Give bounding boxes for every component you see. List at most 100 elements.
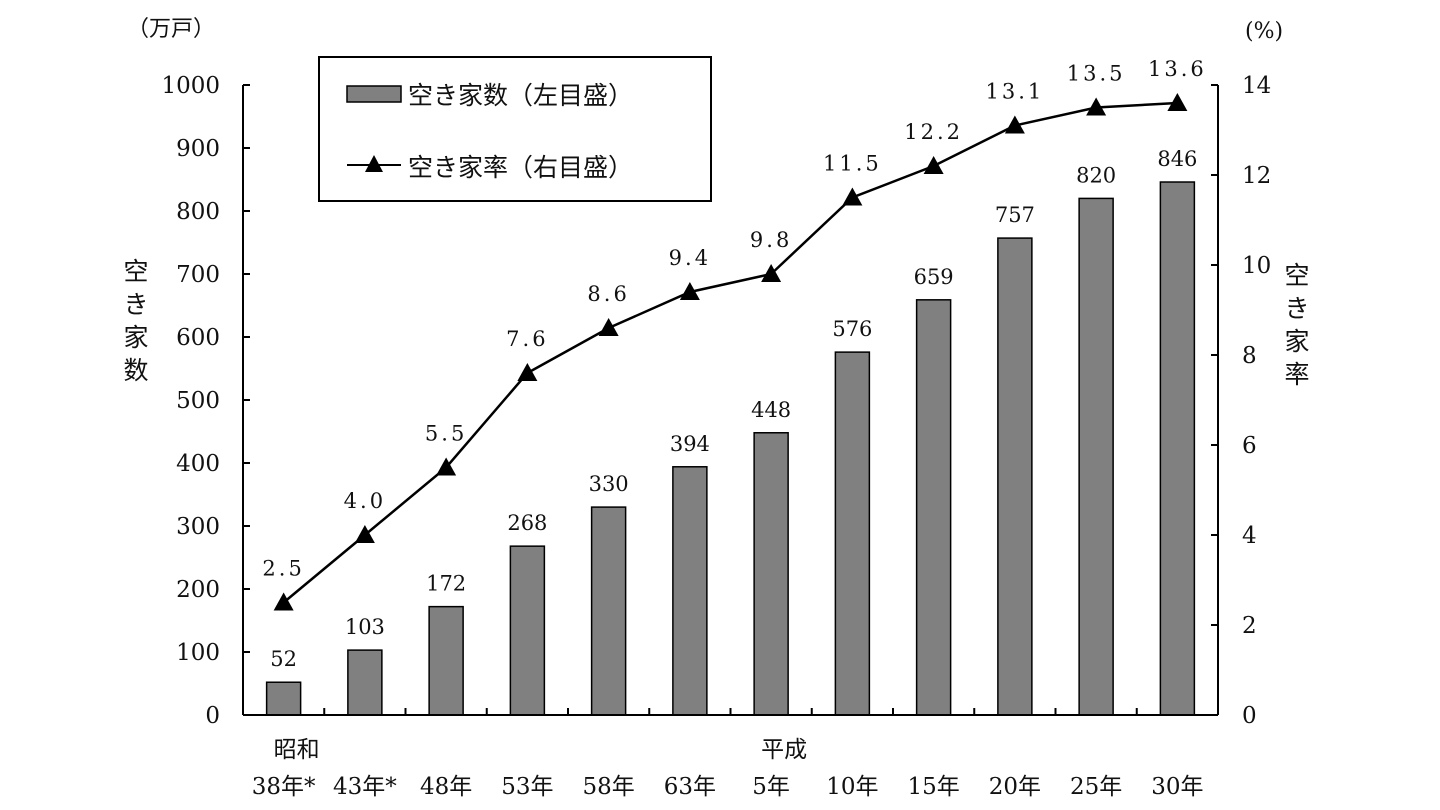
right-axis-tick-label: 2 — [1242, 613, 1257, 639]
left-axis-unit: （万戸） — [127, 17, 215, 42]
bar — [265, 681, 302, 716]
bar — [1159, 181, 1196, 716]
right-axis-unit: (%) — [1245, 19, 1283, 44]
triangle-marker-icon — [923, 156, 944, 174]
left-axis-tick-label: 200 — [176, 577, 220, 603]
x-axis-category-label: 48年 — [420, 774, 472, 800]
left-axis-tick-label: 800 — [176, 199, 220, 225]
right-axis-tick-label: 8 — [1242, 343, 1257, 369]
bar-value-label: 103 — [345, 615, 385, 639]
bar-value-label: 659 — [914, 265, 954, 289]
triangle-marker-icon — [517, 363, 538, 381]
left-axis-tick-label: 700 — [176, 262, 220, 288]
bar-value-label: 268 — [507, 511, 547, 535]
line-series-vacancy-rate: 2.5 4.0 5.5 7.6 8.6 9.4 9.8 11.5 12.2 13.1 13.5 13.… — [262, 57, 1207, 611]
triangle-marker-icon — [679, 282, 700, 300]
right-axis-title-char: き — [1284, 294, 1309, 323]
legend-box — [318, 56, 712, 202]
left-axis-title-char: き — [123, 290, 148, 319]
bar-value-label: 846 — [1157, 147, 1197, 171]
x-axis-category-label: 20年 — [989, 774, 1041, 800]
bar-value-label: 394 — [670, 432, 710, 456]
line-value-label: 12.2 — [904, 120, 963, 144]
bar-series-vacant-houses: 52 103 172 268 330 394 448 576 659 757 820 846 — [265, 147, 1197, 716]
bar — [915, 299, 952, 716]
x-axis-category-label: 5年 — [752, 774, 790, 800]
left-axis-tick-label: 600 — [176, 325, 220, 351]
legend-label-bars: 空き家数（左目盛） — [408, 81, 633, 110]
left-axis-tick-label: 400 — [176, 451, 220, 477]
bar — [590, 506, 627, 716]
line-value-label: 4.0 — [344, 489, 386, 513]
left-axis-tick-label: 500 — [176, 388, 220, 414]
left-axis-tick-label: 900 — [176, 136, 220, 162]
x-axis: 38年* 43年* 48年 53年 58年 63年 5年 10年 15年 20年 25年 30年 昭和 平… — [243, 708, 1218, 800]
line-value-label: 8.6 — [587, 282, 629, 306]
left-axis-title-char: 空 — [123, 257, 148, 286]
rate-line — [282, 101, 1178, 604]
left-axis-tick-label: 1000 — [161, 73, 220, 99]
bar-value-label: 448 — [751, 398, 791, 422]
bar — [509, 545, 546, 716]
line-value-label: 5.5 — [425, 422, 467, 446]
bar-value-label: 820 — [1076, 163, 1116, 187]
right-axis-tick-label: 0 — [1242, 703, 1257, 729]
bar — [428, 605, 464, 716]
line-value-label: 13.5 — [1067, 62, 1126, 86]
left-axis-tick-label: 300 — [176, 514, 220, 540]
right-axis-title-char: 空 — [1284, 261, 1309, 290]
x-axis-category-label: 15年 — [907, 774, 959, 800]
bar — [672, 466, 708, 716]
x-axis-era-label: 昭和 — [274, 737, 320, 763]
bar-value-label: 330 — [589, 472, 629, 496]
triangle-marker-icon — [1167, 93, 1188, 111]
left-axis-tick-label: 0 — [205, 703, 220, 729]
triangle-marker-icon — [273, 592, 294, 611]
left-y-axis: 0 100 200 300 400 500 600 700 800 900 1000 — [161, 73, 250, 729]
x-axis-category-label: 38年* — [252, 774, 316, 800]
line-value-label: 13.6 — [1148, 57, 1207, 81]
legend-label-line: 空き家率（右目盛） — [408, 153, 633, 182]
bar — [1078, 197, 1114, 716]
bar-value-label: 52 — [270, 647, 297, 671]
legend-triangle-marker-icon — [365, 155, 383, 172]
bar — [997, 237, 1033, 716]
line-value-label: 9.8 — [750, 228, 792, 252]
triangle-marker-icon — [436, 457, 457, 476]
right-axis-tick-label: 14 — [1242, 73, 1271, 99]
triangle-marker-icon — [761, 264, 782, 282]
x-axis-category-label: 25年 — [1070, 774, 1122, 800]
right-axis-tick-label: 12 — [1242, 163, 1271, 189]
right-y-axis: 0 2 4 6 8 10 12 14 — [1211, 73, 1271, 729]
legend: 空き家数（左目盛） 空き家率（右目盛） — [318, 56, 712, 202]
triangle-marker-icon — [354, 525, 375, 543]
left-axis-title: 空き家数 — [123, 257, 148, 385]
legend-bar-swatch-icon — [346, 85, 402, 103]
bar-value-label: 172 — [426, 572, 466, 596]
triangle-marker-icon — [842, 187, 863, 206]
line-value-label: 7.6 — [506, 327, 548, 351]
bar-value-label: 757 — [995, 203, 1035, 227]
bar — [753, 432, 789, 716]
x-axis-category-label: 30年 — [1151, 774, 1203, 800]
x-axis-era-label: 平成 — [761, 737, 807, 763]
left-axis-title-char: 家 — [123, 323, 148, 352]
triangle-marker-icon — [598, 318, 619, 336]
right-axis-title: 空き家率 — [1284, 261, 1309, 389]
line-value-label: 13.1 — [985, 80, 1044, 104]
left-axis-tick-label: 100 — [176, 640, 220, 666]
x-axis-category-label: 53年 — [501, 774, 553, 800]
x-axis-category-label: 58年 — [582, 774, 634, 800]
line-value-label: 9.4 — [669, 246, 711, 270]
right-axis-title-char: 率 — [1284, 360, 1309, 389]
right-axis-tick-label: 6 — [1242, 433, 1257, 459]
triangle-marker-icon — [1004, 115, 1025, 134]
left-axis-title-char: 数 — [123, 356, 148, 385]
triangle-marker-icon — [1086, 97, 1107, 116]
bar-value-label: 576 — [832, 317, 872, 341]
x-axis-category-label: 43年* — [333, 774, 397, 800]
right-axis-tick-label: 4 — [1242, 523, 1257, 549]
bar — [834, 351, 871, 716]
x-axis-category-label: 10年 — [826, 774, 878, 800]
